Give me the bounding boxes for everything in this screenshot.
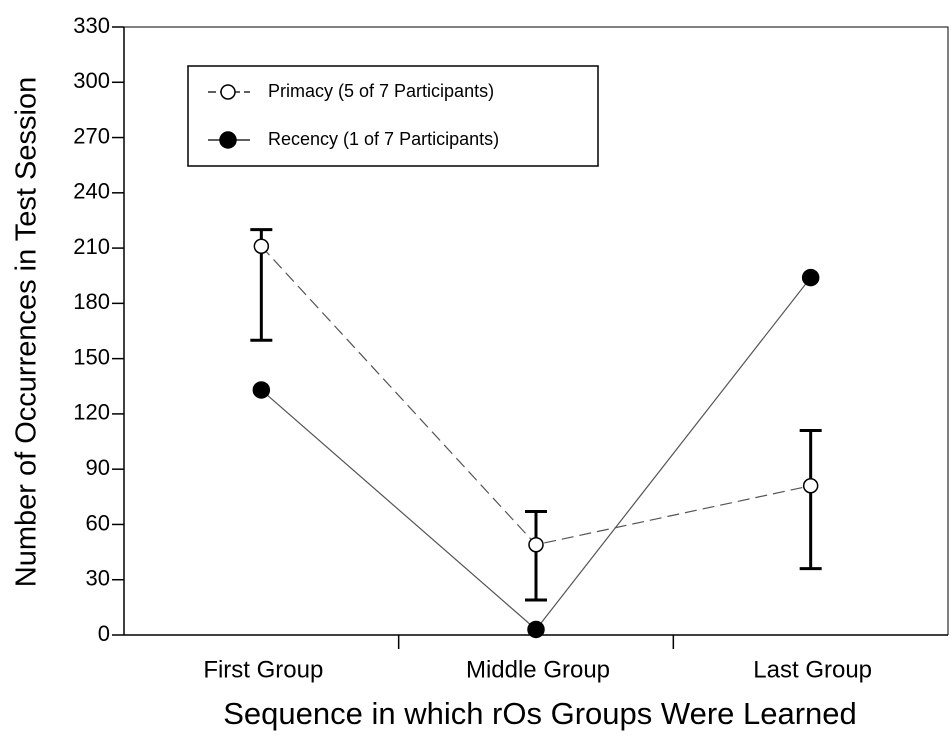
legend-box (187, 65, 599, 167)
y-tick-label: 30 (86, 566, 110, 591)
x-tick-label: Last Group (753, 656, 872, 683)
y-tick-label: 180 (73, 289, 110, 314)
y-tick-label: 90 (86, 455, 110, 480)
y-tick-label: 300 (73, 68, 110, 93)
legend-marker (219, 131, 237, 149)
data-point (801, 268, 820, 287)
error-bar (799, 428, 822, 571)
x-axis-label: Sequence in which rOs Groups Were Learne… (223, 696, 857, 731)
series-line (260, 245, 811, 546)
y-tick-label: 240 (73, 179, 110, 204)
x-tick-label: First Group (203, 656, 323, 683)
y-tick-label: 330 (73, 13, 110, 38)
y-tick-label: 210 (73, 234, 110, 259)
data-point (252, 381, 271, 399)
data-point (528, 536, 544, 553)
y-tick-label: 150 (73, 344, 110, 369)
error-bar (525, 510, 547, 602)
y-tick-label: 120 (73, 400, 110, 425)
data-point (802, 478, 819, 494)
y-tick-label: 60 (86, 510, 110, 535)
legend-marker (220, 84, 236, 100)
x-tick-label: Middle Group (466, 656, 610, 683)
y-tick-label: 0 (98, 621, 110, 646)
y-axis-label: Number of Occurrences in Test Session (11, 77, 43, 587)
y-tick-label: 270 (73, 123, 110, 148)
data-point (253, 238, 270, 254)
legend-label: Recency (1 of 7 Participants) (268, 129, 499, 149)
data-point (527, 620, 545, 639)
legend-label: Primacy (5 of 7 Participants) (268, 81, 494, 101)
